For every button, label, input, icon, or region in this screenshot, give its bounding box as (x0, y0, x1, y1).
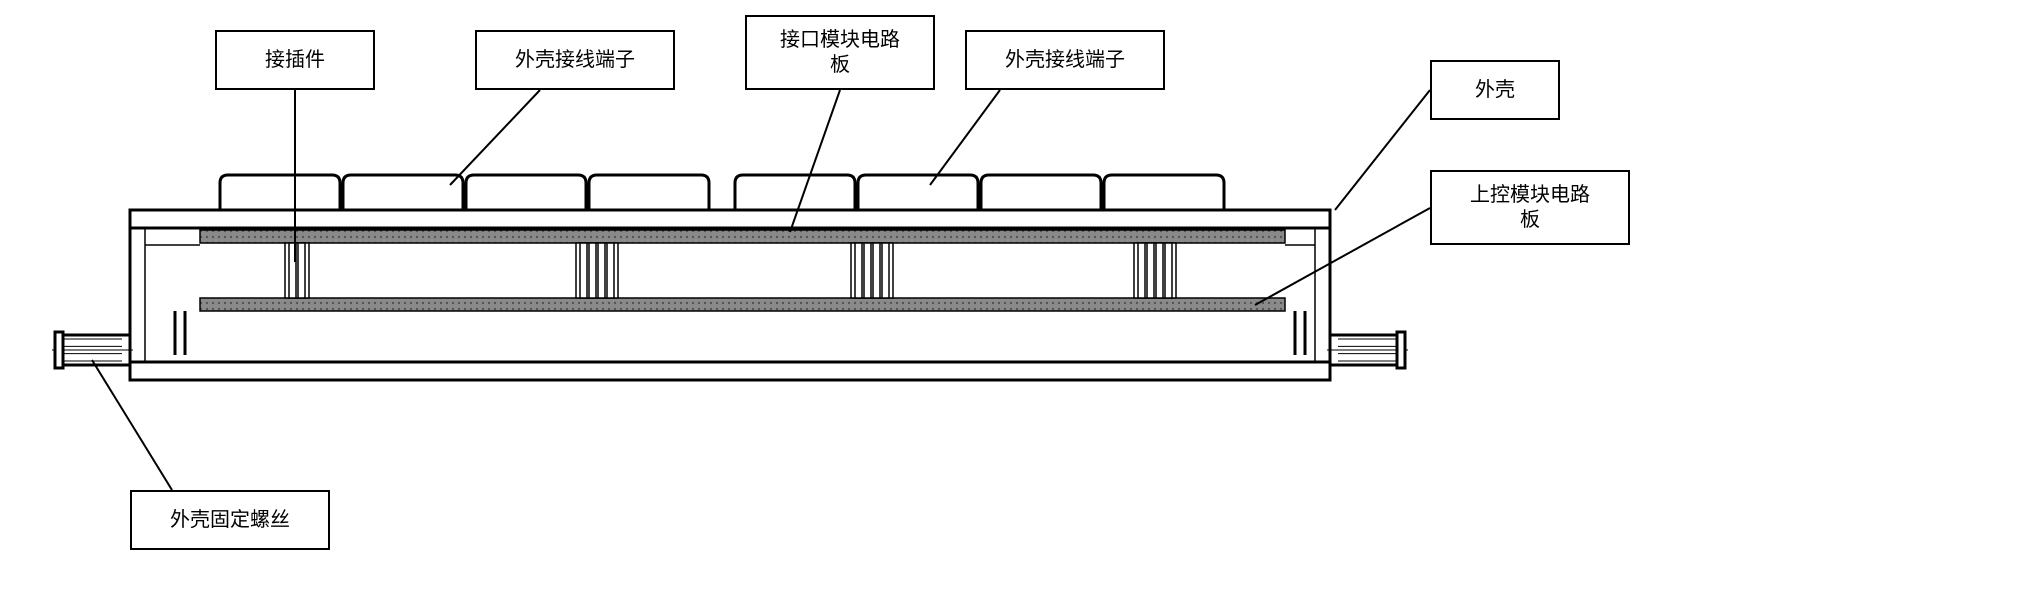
label-text: 外壳接线端子 (1005, 48, 1125, 73)
label-text: 接口模块电路板 (780, 28, 900, 78)
label-text: 外壳 (1475, 78, 1515, 103)
external-terminal (466, 175, 586, 210)
label-text: 外壳接线端子 (515, 48, 635, 73)
connector-pin (1156, 243, 1163, 298)
connector-pin (855, 243, 862, 298)
label-terminal-left: 外壳接线端子 (475, 30, 675, 90)
label-main-pcb: 上控模块电路板 (1430, 170, 1630, 245)
connector-pin (1147, 243, 1154, 298)
connector-pin (607, 243, 614, 298)
connector-pin (873, 243, 880, 298)
external-terminal (981, 175, 1101, 210)
connector-pin (882, 243, 889, 298)
external-terminal (220, 175, 340, 210)
external-terminal (1104, 175, 1224, 210)
external-terminal (858, 175, 978, 210)
leader-line (1335, 90, 1430, 210)
fixing-screw (55, 332, 63, 368)
label-connector: 接插件 (215, 30, 375, 90)
label-text: 上控模块电路板 (1470, 183, 1590, 233)
connector-pin (580, 243, 587, 298)
enclosure-top (130, 210, 1330, 228)
interface-pcb-board (200, 230, 1285, 243)
main-pcb-board (200, 298, 1285, 311)
leader-line (930, 90, 1000, 185)
leader-line (450, 90, 540, 185)
connector-pin (864, 243, 871, 298)
label-enclosure: 外壳 (1430, 60, 1560, 120)
connector-pin (1165, 243, 1172, 298)
connector-pin (1138, 243, 1145, 298)
external-terminal (735, 175, 855, 210)
label-interface-pcb: 接口模块电路板 (745, 15, 935, 90)
connector-pin (589, 243, 596, 298)
enclosure-bottom (130, 362, 1330, 380)
external-terminal (589, 175, 709, 210)
connector-pin (298, 243, 305, 298)
fixing-screw (1397, 332, 1405, 368)
connector-pin (598, 243, 605, 298)
label-terminal-right: 外壳接线端子 (965, 30, 1165, 90)
external-terminal (343, 175, 463, 210)
label-fixing-screw: 外壳固定螺丝 (130, 490, 330, 550)
label-text: 外壳固定螺丝 (170, 508, 290, 533)
label-text: 接插件 (265, 48, 325, 73)
